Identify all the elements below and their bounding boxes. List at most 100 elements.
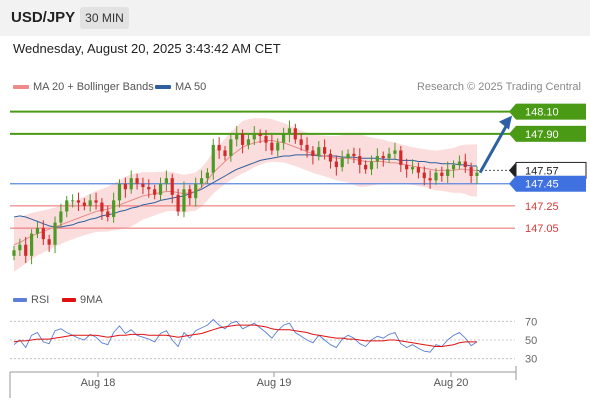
- candle-body: [229, 139, 233, 156]
- candle-body: [47, 239, 51, 245]
- candle-body: [334, 161, 338, 168]
- candle-body: [240, 133, 245, 145]
- candle-body: [381, 156, 385, 159]
- pivot-label: 147.45: [525, 179, 559, 191]
- ma50-swatch: [155, 85, 171, 90]
- candle-body: [287, 128, 292, 134]
- pivot-label-pointer: [509, 175, 516, 192]
- candle-body: [71, 200, 75, 202]
- candle-body: [129, 178, 133, 190]
- candle-body: [164, 178, 168, 184]
- candle-body: [106, 211, 110, 217]
- candle-body: [469, 167, 473, 176]
- candle-body: [205, 172, 210, 179]
- candle-body: [463, 161, 467, 168]
- candle-body: [100, 202, 104, 212]
- candle-body: [340, 158, 344, 168]
- x-tick-label: Aug 19: [257, 377, 292, 389]
- x-tick-label: Aug 20: [434, 377, 469, 389]
- candle-body: [252, 133, 256, 140]
- candle-body: [59, 211, 63, 223]
- candle-body: [405, 164, 409, 170]
- candle-body: [123, 183, 127, 190]
- 9ma-swatch: [62, 298, 76, 303]
- candle-body: [311, 150, 315, 156]
- candle-body: [211, 144, 215, 173]
- candle-body: [317, 147, 321, 156]
- rsi-ma-line: [13, 324, 477, 347]
- candle-body: [135, 178, 139, 184]
- candle-body: [346, 153, 350, 159]
- forecast-arrow-shaft: [478, 123, 509, 174]
- candle-body: [299, 139, 303, 145]
- candle-body: [170, 178, 174, 195]
- candle-body: [446, 169, 450, 176]
- legend-rsi: RSI: [13, 294, 49, 306]
- candle-body: [41, 228, 45, 240]
- candle-body: [199, 178, 204, 184]
- candle-body: [65, 200, 69, 212]
- resistance_1-label: 147.90: [525, 129, 559, 141]
- candle-body: [328, 153, 333, 162]
- header-bar: USD/JPY 30 MIN: [0, 0, 590, 36]
- candle-body: [369, 161, 374, 170]
- candle-body: [364, 164, 368, 170]
- candle-body: [305, 144, 309, 151]
- rsi-tick-label: 70: [525, 316, 537, 328]
- candle-body: [82, 202, 86, 206]
- timeframe-button[interactable]: 30 MIN: [80, 7, 129, 29]
- candles-group: [12, 120, 479, 265]
- ma20-swatch: [13, 85, 29, 90]
- candle-body: [153, 189, 157, 195]
- rsi-swatch: [13, 298, 27, 303]
- legend-9ma-label: 9MA: [80, 294, 103, 306]
- timestamp: Wednesday, August 20, 2025 3:43:42 AM CE…: [13, 41, 281, 56]
- candle-body: [422, 172, 426, 179]
- legend-ma20: MA 20 + Bollinger Bands: [13, 81, 154, 93]
- legend-ma20-label: MA 20 + Bollinger Bands: [33, 81, 154, 93]
- candle-body: [393, 150, 397, 154]
- candle-body: [29, 233, 34, 256]
- pivot-label-box: [516, 175, 586, 192]
- bollinger-bands-area: [14, 118, 477, 272]
- candle-body: [281, 133, 286, 143]
- candle-body: [141, 183, 145, 188]
- candle-body: [323, 147, 327, 154]
- candle-body: [375, 156, 379, 162]
- candle-body: [270, 142, 274, 151]
- candle-body: [410, 167, 415, 170]
- candle-body: [440, 172, 444, 176]
- legend-rsi-label: RSI: [31, 294, 50, 306]
- support_2-label: 147.05: [525, 223, 559, 235]
- resistance_2-label-box: [516, 103, 586, 120]
- candle-body: [188, 189, 192, 199]
- rsi-tick-label: 50: [525, 335, 537, 347]
- candle-body: [18, 244, 22, 251]
- candle-body: [293, 128, 297, 140]
- resistance_1-label-box: [516, 125, 586, 142]
- candle-body: [358, 156, 362, 165]
- candle-body: [35, 228, 40, 234]
- candle-body: [276, 142, 280, 151]
- candle-body: [88, 200, 92, 206]
- resistance_2-label-pointer: [509, 103, 516, 120]
- candle-body: [416, 167, 420, 173]
- candle-body: [235, 133, 239, 140]
- candle-body: [94, 200, 98, 203]
- candle-body: [24, 244, 28, 256]
- credit-text: Research © 2025 Trading Central: [416, 81, 581, 93]
- x-tick-label: Aug 18: [81, 377, 116, 389]
- symbol-title: USD/JPY: [11, 9, 76, 26]
- candle-body: [117, 183, 122, 201]
- candle-body: [264, 136, 268, 143]
- legend-9ma: 9MA: [62, 294, 103, 306]
- candle-body: [223, 150, 227, 156]
- legend-ma50-label: MA 50: [175, 81, 207, 93]
- current-label: 147.57: [525, 165, 559, 177]
- support_1-label: 147.25: [525, 201, 559, 213]
- candle-body: [434, 172, 438, 181]
- candle-body: [158, 183, 163, 195]
- candle-body: [352, 153, 356, 156]
- candle-body: [387, 153, 391, 159]
